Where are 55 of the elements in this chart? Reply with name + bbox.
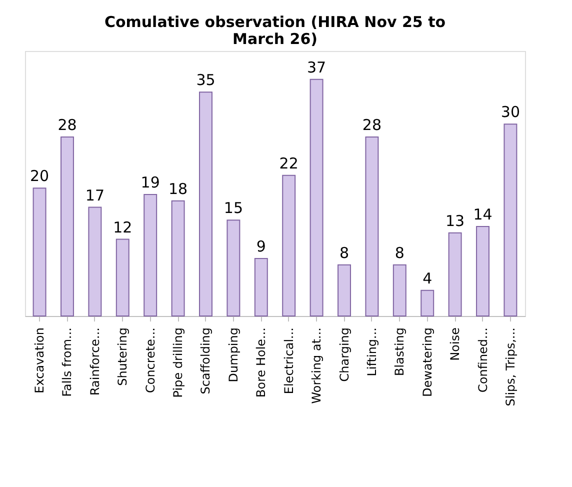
x-tick-label: Excavation xyxy=(32,328,47,394)
data-label: 19 xyxy=(140,174,160,192)
data-label: 30 xyxy=(500,103,520,122)
x-tick-label: Falls from... xyxy=(60,328,74,397)
bar xyxy=(420,290,434,316)
data-label: 35 xyxy=(196,71,216,90)
data-label: 14 xyxy=(473,205,492,224)
x-tick-label: Working at... xyxy=(310,328,324,404)
data-label: 28 xyxy=(58,116,77,134)
bar xyxy=(88,206,102,316)
bar xyxy=(504,124,518,316)
x-tick-label: Concrete... xyxy=(143,328,158,394)
x-tick-label: Slips, Trips,... xyxy=(503,328,518,406)
bar xyxy=(60,136,74,316)
bar xyxy=(116,238,130,316)
bar xyxy=(32,188,46,316)
bar xyxy=(392,264,406,316)
x-tick-label: Noise xyxy=(448,328,462,361)
data-label: 12 xyxy=(113,218,132,236)
x-tick-label: Dumping xyxy=(226,328,240,382)
data-label: 4 xyxy=(422,269,432,288)
data-label: 20 xyxy=(30,167,50,186)
bar xyxy=(144,194,158,316)
x-tick-label: Rainforce... xyxy=(88,328,102,396)
data-label: 28 xyxy=(362,116,382,134)
data-label: 15 xyxy=(224,199,243,218)
data-label: 18 xyxy=(168,180,188,198)
x-tick-label: Blasting xyxy=(392,328,407,376)
bar xyxy=(310,78,324,316)
bar xyxy=(338,264,351,316)
x-tick-label: Scaffolding xyxy=(198,328,213,394)
chart-title: Comulative observation (HIRA Nov 25 to March 26) xyxy=(104,13,446,48)
data-label: 37 xyxy=(307,58,326,76)
x-tick-label: Electrical... xyxy=(282,328,296,394)
bar xyxy=(199,92,212,316)
bar xyxy=(365,136,379,316)
x-tick-label: Confined... xyxy=(476,328,490,392)
data-label: 22 xyxy=(279,154,298,172)
x-tick-label: Dewatering xyxy=(420,328,434,397)
data-label: 13 xyxy=(446,212,465,230)
x-tick-label: Pipe drilling xyxy=(171,328,186,398)
data-label: 9 xyxy=(256,237,266,256)
bar xyxy=(226,220,240,316)
x-tick-label: Charging xyxy=(337,328,352,382)
x-tick-label: Bore Hole... xyxy=(254,328,268,398)
data-label: 8 xyxy=(339,244,350,262)
data-label: 8 xyxy=(394,244,404,262)
bar xyxy=(448,232,462,316)
x-tick-label: Lifting... xyxy=(364,328,379,376)
bar xyxy=(254,258,268,316)
bar xyxy=(476,226,490,316)
data-label: 17 xyxy=(85,186,104,204)
bar xyxy=(171,200,185,316)
x-tick-label: Shutering xyxy=(116,328,130,386)
bar xyxy=(282,174,296,316)
